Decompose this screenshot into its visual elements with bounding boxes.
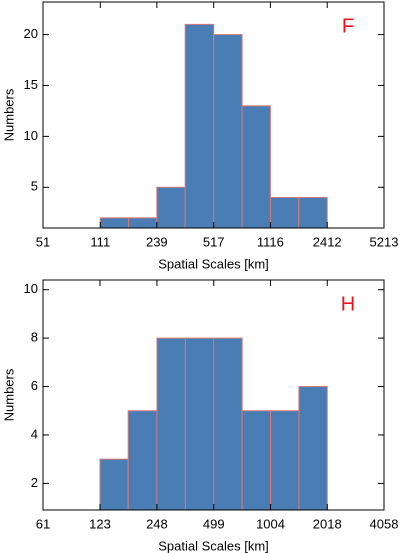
x-tick-label: 123 bbox=[89, 516, 111, 531]
x-tick-label: 2412 bbox=[313, 234, 342, 249]
bar bbox=[241, 410, 272, 511]
x-tick-label: 239 bbox=[146, 234, 168, 249]
y-tick-label: 6 bbox=[31, 378, 38, 393]
x-tick-label: 51 bbox=[36, 234, 50, 249]
x-tick-label: 5213 bbox=[370, 234, 399, 249]
bar bbox=[99, 217, 130, 229]
bar bbox=[270, 410, 300, 511]
x-tick-label: 111 bbox=[90, 234, 110, 249]
panel-annotation: F bbox=[342, 15, 354, 37]
x-axis-label: Spatial Scales [km] bbox=[158, 538, 269, 553]
bar bbox=[298, 386, 328, 511]
x-tick-label: 2018 bbox=[313, 516, 342, 531]
bar bbox=[298, 196, 328, 229]
bar bbox=[127, 410, 158, 511]
y-tick-label: 4 bbox=[31, 426, 38, 441]
x-tick-label: 61 bbox=[36, 516, 50, 531]
bar bbox=[99, 458, 129, 511]
panel-annotation: H bbox=[341, 293, 355, 315]
x-tick-label: 517 bbox=[203, 234, 225, 249]
y-axis-label: Numbers bbox=[1, 88, 16, 141]
x-tick-label: 4058 bbox=[370, 516, 399, 531]
bar bbox=[184, 23, 215, 229]
y-tick-label: 5 bbox=[31, 179, 38, 194]
y-tick-label: 8 bbox=[31, 330, 38, 345]
x-tick-label: 499 bbox=[203, 516, 225, 531]
y-axis-label: Numbers bbox=[1, 368, 16, 421]
bar bbox=[184, 337, 215, 511]
bar bbox=[128, 217, 158, 229]
y-tick-label: 10 bbox=[24, 128, 38, 143]
bar bbox=[269, 196, 300, 229]
bar bbox=[241, 105, 271, 229]
y-tick-label: 20 bbox=[24, 26, 38, 41]
x-tick-label: 1116 bbox=[257, 234, 284, 249]
bar bbox=[156, 186, 186, 229]
y-tick-label: 10 bbox=[24, 281, 38, 296]
bar bbox=[213, 337, 243, 511]
y-tick-label: 2 bbox=[31, 475, 38, 490]
x-axis-label: Spatial Scales [km] bbox=[158, 256, 269, 271]
bar bbox=[213, 34, 243, 229]
y-tick-label: 15 bbox=[24, 77, 38, 92]
x-tick-label: 1004 bbox=[256, 516, 285, 531]
bar bbox=[156, 337, 186, 511]
x-tick-label: 248 bbox=[146, 516, 168, 531]
